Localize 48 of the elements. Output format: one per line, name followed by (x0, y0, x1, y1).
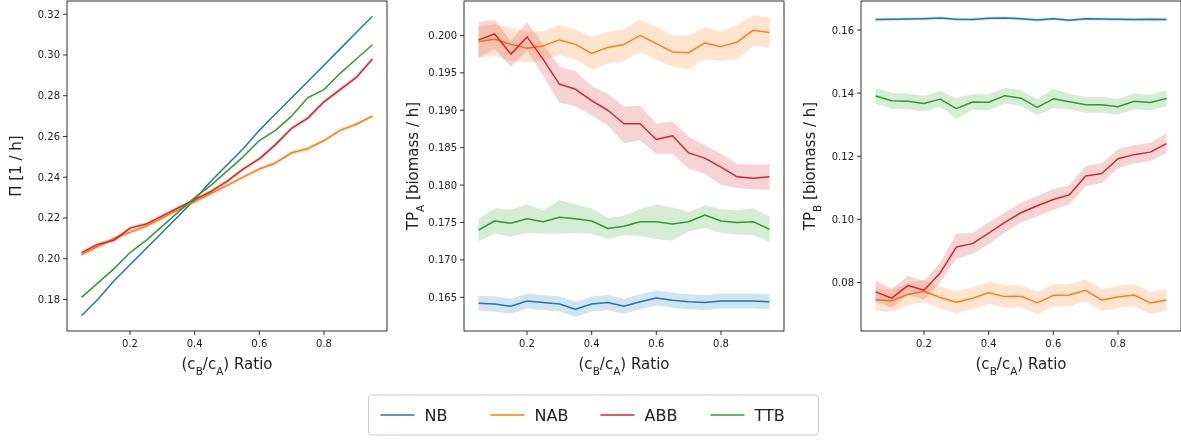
x-tick-label: 0.2 (916, 338, 932, 349)
y-tick-label: 0.08 (831, 276, 854, 288)
x-tick-label: 0.4 (186, 338, 203, 349)
x-axis-title: (c$_{B}$/c$_{A}$) Ratio (578, 355, 670, 377)
x-tick-label: 0.2 (519, 338, 535, 349)
x-tick-label: 0.6 (1045, 338, 1062, 349)
x-tick-label: 0.8 (713, 338, 729, 349)
x-axis-title: (c$_{B}$/c$_{A}$) Ratio (975, 355, 1067, 377)
y-tick-label: 0.18 (37, 293, 60, 305)
x-tick-label: 0.6 (251, 338, 268, 349)
y-tick-label: 0.14 (831, 87, 854, 99)
line-series (80, 15, 374, 317)
y-tick-label: 0.190 (428, 104, 457, 116)
y-tick-label: 0.12 (831, 150, 854, 162)
legend-label: ABB (644, 405, 678, 425)
legend-label: NB (424, 405, 448, 425)
y-tick-label: 0.16 (831, 24, 854, 36)
x-tick-label: 0.6 (648, 338, 665, 349)
y-tick-label: 0.195 (428, 67, 457, 79)
y-tick-label: 0.170 (428, 254, 457, 266)
x-axis-title: (c$_{B}$/c$_{A}$) Ratio (181, 355, 273, 377)
y-tick-label: 0.22 (37, 212, 60, 224)
line-series (477, 297, 771, 311)
x-tick-label: 0.2 (122, 338, 138, 349)
x-tick-label: 0.8 (1110, 338, 1126, 349)
y-tick-label: 0.200 (428, 29, 457, 41)
x-tick-label: 0.8 (316, 338, 332, 349)
y-tick-label: 0.20 (37, 253, 60, 265)
line-series (477, 214, 771, 231)
y-tick-label: 0.30 (37, 49, 60, 61)
y-tick-label: 0.185 (428, 142, 457, 154)
y-tick-label: 0.24 (37, 171, 60, 183)
y-tick-label: 0.28 (37, 90, 60, 102)
line-series (874, 289, 1168, 304)
y-tick-label: 0.180 (428, 179, 457, 191)
line-series (874, 94, 1168, 110)
y-tick-label: 0.10 (831, 213, 854, 225)
y-tick-label: 0.175 (428, 217, 457, 228)
line-series (80, 44, 374, 299)
x-tick-label: 0.4 (583, 338, 600, 349)
y-tick-label: 0.26 (37, 130, 60, 142)
y-tick-label: 0.32 (37, 8, 60, 20)
y-axis-title: Π [1 / h] (7, 135, 25, 197)
legend-label: TTB (753, 405, 785, 425)
legend-label: NAB (534, 405, 569, 425)
x-tick-label: 0.4 (980, 338, 997, 349)
line-series (477, 29, 771, 55)
y-tick-label: 0.165 (428, 291, 457, 303)
